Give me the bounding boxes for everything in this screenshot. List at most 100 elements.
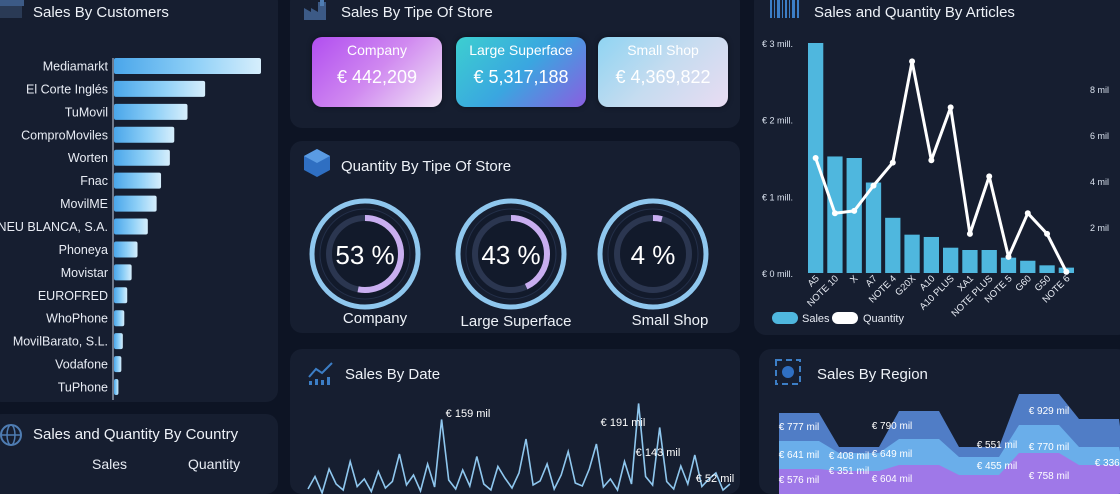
customer-bar (114, 149, 170, 166)
customer-label: Fnac (80, 174, 108, 188)
articles-yright-tick: 2 mil (1090, 223, 1109, 233)
ring-label-company: Company (342, 310, 408, 327)
customer-label: Vodafone (55, 358, 108, 372)
region-value-label: € 604 mil (872, 474, 913, 485)
customer-label: ComproMoviles (21, 128, 108, 142)
legend-sales-label: Sales (802, 313, 830, 325)
customer-bar (114, 58, 261, 74)
articles-card: Sales and Quantity By Articles € 0 mill.… (754, 0, 1120, 335)
customers-chart: Mediamarkt El Corte Inglés TuMovil ComproMo… (0, 58, 261, 400)
ring-outer (455, 198, 567, 310)
customer-label: Worten (68, 151, 108, 165)
customer-bar (114, 241, 138, 258)
customer-label: WhoPhone (46, 312, 108, 326)
articles-quantity-point (870, 182, 877, 189)
articles-quantity-point (986, 173, 993, 180)
customer-bar (114, 80, 206, 97)
ring-outer (309, 198, 421, 310)
country-card: Sales and Quantity By Country Sales Quan… (0, 414, 278, 494)
customer-label: Mediamarkt (43, 60, 109, 74)
ring-progress (326, 215, 404, 293)
articles-sales-bar (962, 250, 978, 273)
date-title: Sales By Date (345, 366, 441, 383)
articles-quantity-point (831, 210, 838, 217)
customer-bar (114, 126, 175, 143)
ring-percent: 53 % (335, 240, 394, 270)
articles-quantity-point (1044, 230, 1051, 237)
region-value-label: € 777 mil (779, 422, 820, 433)
kpi-large-superface: Large Superface € 5,317,188 (456, 37, 586, 107)
ring-track (319, 208, 411, 300)
customer-label: MovilBarato, S.L. (13, 335, 108, 349)
region-value-label: € 551 mil (977, 440, 1018, 451)
country-col-quantity: Quantity (188, 456, 241, 472)
store-sales-title: Sales By Tipe Of Store (341, 4, 493, 21)
map-icon (773, 357, 803, 392)
ring-outer (597, 198, 709, 310)
articles-quantity-point (909, 58, 916, 65)
articles-sales-bar (1000, 257, 1017, 273)
articles-quantity-point (1024, 210, 1031, 217)
ring-percent: 4 % (631, 240, 676, 270)
region-card: Sales By Region € 777 mil € 641 mil € 576 … (759, 349, 1120, 494)
articles-quantity-point (1063, 268, 1070, 275)
customers-title: Sales By Customers (33, 4, 169, 21)
articles-quantity-point (947, 104, 954, 111)
articles-x-label: X (848, 273, 861, 286)
store-qty-title: Quantity By Tipe Of Store (341, 158, 512, 175)
line-chart-icon (306, 357, 336, 392)
date-callout: € 159 mil (446, 408, 491, 420)
articles-yright-tick: 4 mil (1090, 177, 1109, 187)
region-value-label: € 455 mil (977, 461, 1018, 472)
articles-quantity-point (966, 230, 973, 237)
customer-bar (114, 103, 188, 120)
kpi-company-label: Company (347, 42, 407, 58)
country-col-sales: Sales (92, 456, 128, 472)
articles-sales-bar (1039, 265, 1055, 273)
articles-sales-bar (923, 236, 939, 273)
date-sales-line (307, 403, 731, 494)
articles-yleft-tick: € 2 mill. (762, 116, 793, 126)
ring-label-small-shop: Small Shop (631, 312, 709, 329)
store-qty-card: Quantity By Tipe Of Store 53 % 43 % 4 % (290, 141, 740, 333)
articles-sales-bar (904, 234, 920, 273)
region-value-label: € 649 mil (872, 449, 913, 460)
customer-label: TuMovil (65, 105, 108, 119)
customer-bar (114, 287, 128, 304)
customer-bar (114, 379, 119, 396)
kpi-large-superface-label: Large Superface (469, 42, 573, 58)
articles-sales-bar (1020, 260, 1036, 273)
region-chart: € 777 mil€ 641 mil€ 576 mil€ 408 mil€ 35… (779, 394, 1120, 494)
customer-bar (114, 195, 157, 212)
articles-title: Sales and Quantity By Articles (814, 4, 1015, 21)
store-icon (0, 0, 24, 25)
ring-track (607, 208, 699, 300)
customer-bar (114, 310, 125, 327)
region-value-label: € 770 mil (1029, 442, 1070, 453)
kpi-small-shop: Small Shop € 4,369,822 (598, 37, 728, 107)
kpi-large-superface-value: € 5,317,188 (473, 67, 569, 87)
customer-bar (114, 218, 148, 235)
kpi-small-shop-value: € 4,369,822 (615, 67, 711, 87)
factory-icon (302, 0, 330, 27)
ring-percent: 43 % (481, 240, 540, 270)
articles-yright-tick: 6 mil (1090, 131, 1109, 141)
customer-label: El Corte Inglés (26, 82, 108, 96)
region-value-label: € 351 mil (829, 466, 870, 477)
articles-sales-bar (885, 217, 901, 273)
region-value-label: € 336 mil (1095, 458, 1120, 469)
customer-label: MovilME (60, 197, 108, 211)
country-title: Sales and Quantity By Country (33, 426, 239, 443)
articles-sales-bar (865, 182, 882, 273)
articles-yleft-tick: € 1 mill. (762, 192, 793, 202)
date-callout: € 191 mil (601, 417, 646, 429)
articles-quantity-point (851, 207, 858, 214)
articles-quantity-point (889, 159, 896, 166)
kpi-company: Company € 442,209 (312, 37, 442, 107)
legend-quantity-label: Quantity (863, 313, 904, 325)
ring-progress (472, 215, 550, 293)
articles-x-label: G20X (893, 273, 918, 298)
date-callout: € 143 mil (636, 447, 681, 459)
date-card: Sales By Date € 159 mil € 191 mil € 143 mi… (290, 349, 740, 494)
region-value-label: € 929 mil (1029, 406, 1070, 417)
